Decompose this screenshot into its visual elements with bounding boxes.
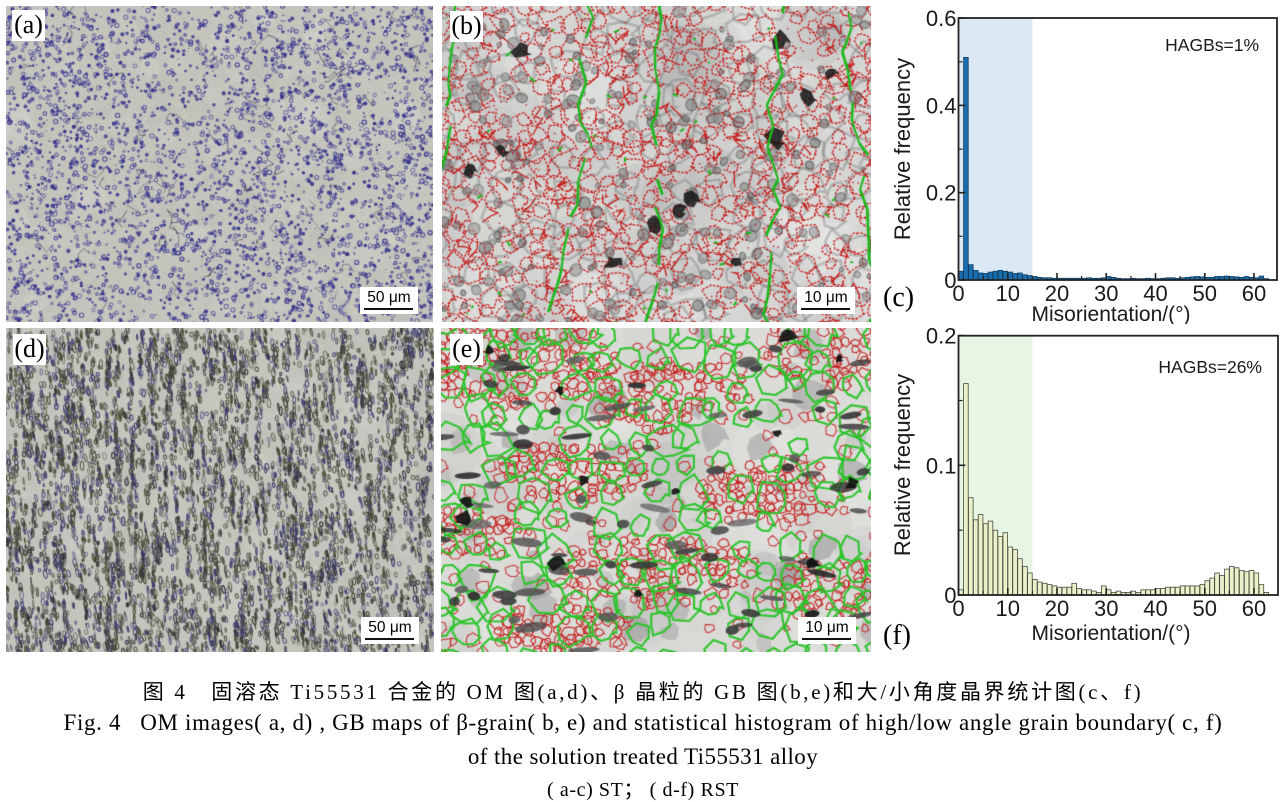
svg-text:HAGBs=26%: HAGBs=26% [1158,357,1262,377]
svg-text:0.1: 0.1 [926,453,957,478]
svg-text:0: 0 [944,268,956,293]
svg-text:10: 10 [996,596,1020,621]
svg-text:30: 30 [1094,596,1118,621]
svg-text:20: 20 [1045,596,1069,621]
svg-text:0: 0 [944,583,956,608]
svg-text:HAGBs=1%: HAGBs=1% [1165,35,1259,55]
svg-text:Relative frequency: Relative frequency [890,58,915,240]
svg-text:Relative frequency: Relative frequency [890,374,915,556]
svg-text:50: 50 [1193,596,1217,621]
svg-text:30: 30 [1094,281,1118,306]
svg-text:60: 60 [1242,596,1266,621]
svg-text:50: 50 [1193,281,1217,306]
svg-text:0.6: 0.6 [926,6,957,31]
svg-text:60: 60 [1242,281,1266,306]
svg-text:0.2: 0.2 [926,324,957,349]
svg-text:0: 0 [952,596,964,621]
svg-text:Misorientation/(°): Misorientation/(°) [1032,303,1191,324]
svg-text:10: 10 [996,281,1020,306]
svg-text:0.2: 0.2 [926,181,957,206]
svg-text:20: 20 [1045,281,1069,306]
svg-text:40: 40 [1143,596,1167,621]
svg-text:Misorientation/(°): Misorientation/(°) [1032,622,1191,645]
svg-text:0: 0 [952,281,964,306]
svg-text:0.4: 0.4 [926,93,957,118]
svg-text:40: 40 [1143,281,1167,306]
